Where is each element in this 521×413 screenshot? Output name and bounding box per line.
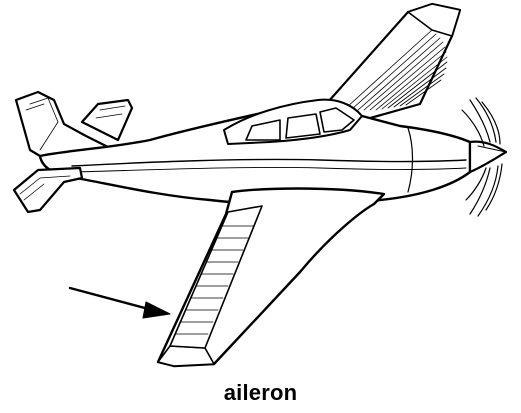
fuselage [38, 102, 472, 206]
rear-window [245, 119, 281, 141]
lower-left-wing [156, 187, 386, 368]
upper-horizontal-stabilizer [80, 98, 134, 142]
caption-label: aileron [223, 380, 298, 405]
upper-wing-aileron-hatch [345, 29, 448, 111]
propeller [461, 97, 508, 217]
upper-right-wing [310, 2, 462, 124]
vertical-tail-fin [14, 90, 112, 160]
pointer-arrow [68, 286, 171, 319]
canopy [223, 98, 363, 145]
lower-horizontal-stabilizer [12, 166, 84, 214]
propeller-blur [461, 97, 503, 217]
aileron-hatch [175, 225, 255, 335]
spinner [468, 140, 508, 174]
windshield [319, 107, 355, 133]
middle-window [285, 113, 321, 139]
aileron-surface [169, 205, 263, 349]
